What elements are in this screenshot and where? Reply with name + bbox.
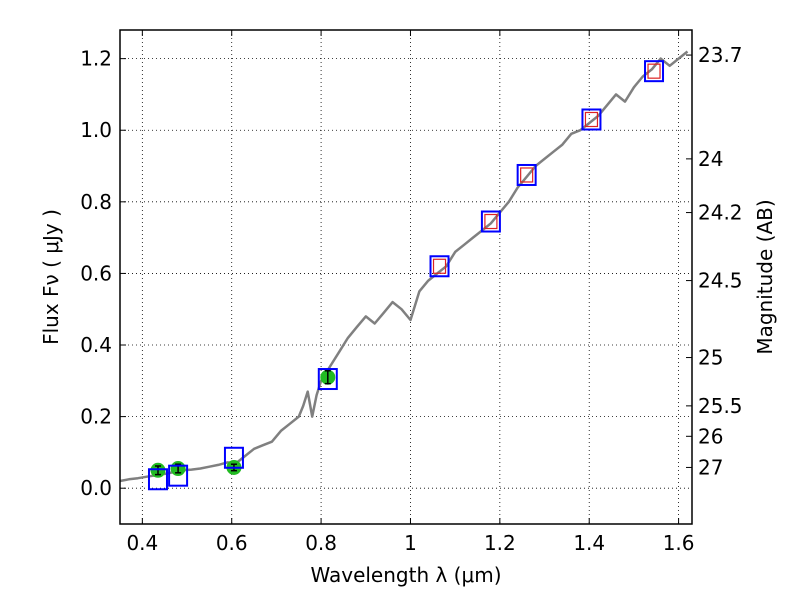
inner-square	[520, 167, 534, 183]
x-tick-label: 0.8	[305, 531, 337, 555]
x-tick-label: 1.2	[484, 531, 516, 555]
y-tick-label: 1.2	[80, 47, 112, 71]
inner-square	[432, 258, 447, 274]
model-photometry-square	[480, 210, 501, 233]
model-photometry-square	[644, 60, 665, 83]
model-photometry-square	[147, 468, 168, 491]
magnitude-tick-label: 24.5	[698, 269, 743, 293]
ticks-layer: 0.4 0.6 0.8 1 1.2 1.4 1.6 0.0 0.2 0.4 0.6 0.8 1.0 1.2…	[80, 30, 743, 555]
magnitude-tick-label: 25	[698, 346, 723, 370]
y-axis-right-label: Magnitude (AB)	[753, 199, 777, 354]
spectrum-line	[119, 50, 689, 483]
y-axis-label: Flux Fν ( μJy )	[39, 209, 63, 345]
x-tick-label: 0.6	[216, 531, 248, 555]
magnitude-tick-label: 24.2	[698, 201, 743, 225]
y-tick-label: 0.6	[80, 261, 112, 285]
y-tick-label: 0.0	[80, 476, 112, 500]
model-photometry-square	[581, 108, 602, 131]
spectrum-layer	[119, 50, 689, 483]
x-tick-label: 1.4	[573, 531, 605, 555]
model-photometry-square	[516, 163, 537, 186]
y-tick-label: 0.8	[80, 190, 112, 214]
inner-square	[584, 111, 599, 128]
inner-square	[484, 213, 498, 230]
model-photometry-square	[223, 446, 244, 469]
magnitude-tick-label: 24	[698, 147, 723, 171]
x-axis-label: Wavelength λ (μm)	[310, 563, 501, 587]
model-photometry-square	[168, 464, 189, 487]
plot-frame	[119, 29, 693, 525]
x-tick-label: 0.4	[126, 531, 158, 555]
magnitude-tick-label: 26	[698, 424, 723, 448]
inner-square	[647, 63, 661, 79]
y-tick-label: 0.2	[80, 405, 112, 429]
markers-layer	[147, 60, 665, 491]
y-tick-label: 1.0	[80, 118, 112, 142]
magnitude-tick-label: 25.5	[698, 394, 743, 418]
model-photometry-square	[317, 368, 338, 391]
magnitude-tick-label: 23.7	[698, 43, 743, 67]
model-photometry-square	[429, 255, 450, 278]
x-tick-label: 1	[404, 531, 417, 555]
x-tick-label: 1.6	[663, 531, 695, 555]
magnitude-tick-label: 27	[698, 455, 723, 479]
y-tick-label: 0.4	[80, 333, 112, 357]
